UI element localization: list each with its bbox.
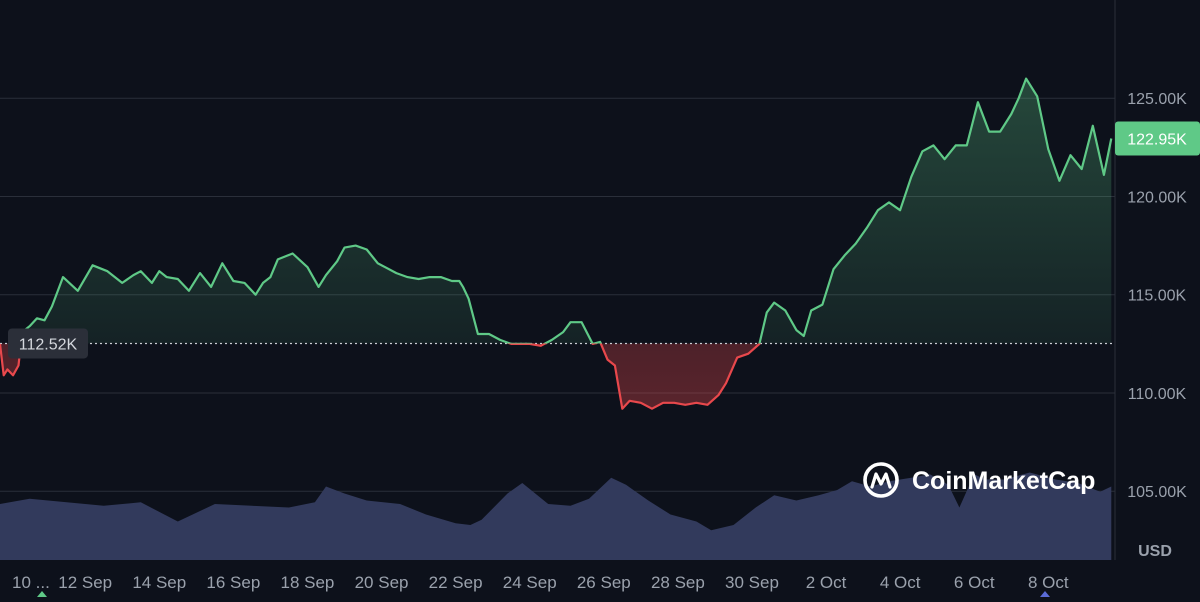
- volume-area-shape: [0, 472, 1112, 560]
- marker-right-icon: [1040, 591, 1050, 597]
- baseline-badge: 112.52K: [8, 328, 88, 359]
- volume-area: [0, 472, 1112, 560]
- x-tick-label: 22 Sep: [429, 573, 483, 592]
- x-tick-label: 16 Sep: [206, 573, 260, 592]
- coinmarketcap-logo-icon: [863, 462, 899, 498]
- x-tick-label: 6 Oct: [954, 573, 995, 592]
- x-tick-label: 14 Sep: [132, 573, 186, 592]
- y-tick-label: 120.00K: [1127, 189, 1187, 206]
- price-fill: [0, 78, 1112, 409]
- price-line-up: [19, 77, 1113, 344]
- baseline-value: 112.52K: [19, 336, 78, 353]
- price-line-down: [0, 343, 761, 410]
- x-tick-label: 2 Oct: [806, 573, 847, 592]
- current-price-badge: 122.95K: [1115, 121, 1200, 156]
- x-tick-label: 10 ...: [12, 573, 50, 592]
- x-tick-label: 28 Sep: [651, 573, 705, 592]
- y-tick-label: 125.00K: [1127, 91, 1187, 108]
- x-tick-label: 24 Sep: [503, 573, 557, 592]
- x-axis-markers: [37, 591, 1050, 597]
- y-tick-label: 115.00K: [1128, 288, 1187, 305]
- y-tick-label: 110.00K: [1128, 386, 1187, 403]
- x-tick-label: 20 Sep: [355, 573, 409, 592]
- current-price-value: 122.95K: [1127, 132, 1187, 149]
- x-tick-label: 12 Sep: [58, 573, 112, 592]
- x-tick-label: 18 Sep: [281, 573, 335, 592]
- brand-name: CoinMarketCap: [912, 467, 1095, 495]
- x-tick-label: 30 Sep: [725, 573, 779, 592]
- y-axis-labels: 125.00K 120.00K 115.00K 110.00K 105.00K: [1127, 91, 1187, 501]
- x-axis-labels: 10 ... 12 Sep 14 Sep 16 Sep 18 Sep 20 Sep 22 S…: [12, 573, 1069, 592]
- marker-left-icon: [37, 591, 47, 597]
- x-tick-label: 26 Sep: [577, 573, 631, 592]
- x-tick-label: 4 Oct: [880, 573, 921, 592]
- currency-label: USD: [1138, 543, 1172, 560]
- y-tick-label: 105.00K: [1127, 484, 1187, 501]
- brand-watermark: CoinMarketCap: [863, 462, 1095, 498]
- price-fill-up: [20, 78, 1112, 344]
- price-line: [0, 77, 1113, 410]
- x-tick-label: 8 Oct: [1028, 573, 1069, 592]
